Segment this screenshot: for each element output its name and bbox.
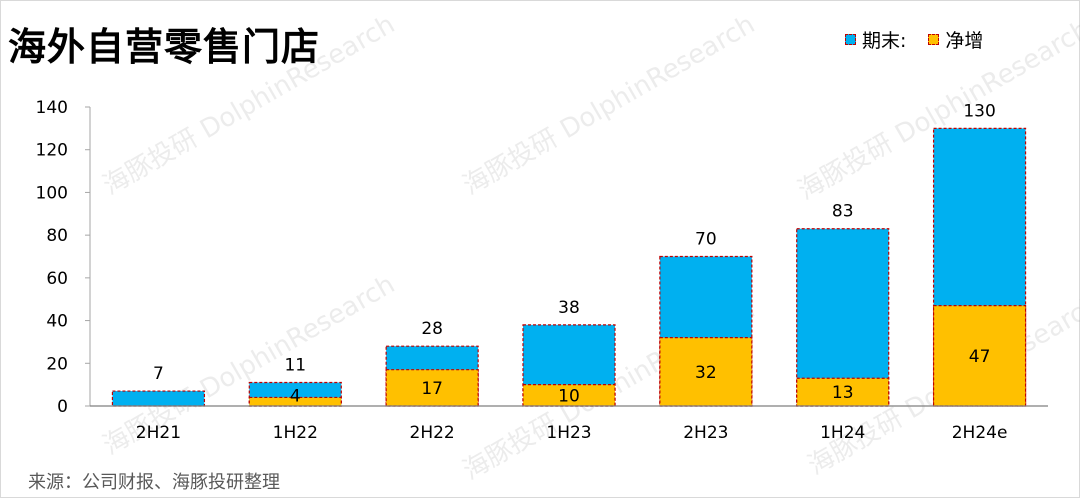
chart-title: 海外自营零售门店 — [8, 25, 321, 69]
data-label-net-add: 32 — [695, 363, 717, 383]
legend-item-net-add: 净增 — [928, 26, 983, 53]
y-tick-label: 60 — [46, 269, 68, 289]
data-label-total: 11 — [284, 356, 306, 376]
x-tick-label: 1H22 — [273, 423, 318, 443]
data-label-net-add: 10 — [558, 386, 580, 406]
y-tick-label: 120 — [36, 141, 68, 161]
legend: 期末: 净增 — [845, 26, 1005, 53]
x-tick-label: 2H23 — [683, 423, 728, 443]
y-tick-label: 0 — [57, 397, 68, 417]
legend-item-total: 期末: — [845, 26, 906, 53]
legend-label-total: 期末: — [862, 30, 907, 52]
y-tick-label: 80 — [46, 226, 68, 246]
y-tick-label: 40 — [46, 312, 68, 332]
y-tick-label: 140 — [36, 98, 68, 118]
data-label-net-add: 17 — [421, 379, 443, 399]
bar-total — [111, 390, 206, 407]
x-tick-label: 2H24e — [952, 423, 1008, 443]
data-label-total: 70 — [695, 230, 717, 250]
x-tick-label: 1H23 — [546, 423, 591, 443]
bar-net-add — [796, 377, 890, 407]
data-label-total: 130 — [963, 101, 995, 121]
source-note: 来源：公司财报、海豚投研整理 — [28, 472, 280, 493]
legend-label-net-add: 净增 — [945, 30, 984, 52]
bar-net-add — [932, 305, 1027, 407]
data-label-total: 7 — [153, 364, 164, 384]
y-tick-label: 20 — [46, 354, 68, 374]
data-label-net-add: 4 — [290, 386, 301, 406]
data-label-total: 38 — [558, 298, 580, 318]
y-tick-label: 100 — [36, 183, 68, 203]
legend-swatch-net-add — [928, 34, 940, 45]
data-label-total: 28 — [421, 319, 443, 339]
data-label-total: 83 — [832, 202, 854, 222]
data-label-net-add: 47 — [969, 347, 991, 367]
bar-net-add — [385, 369, 479, 407]
bar-net-add — [522, 384, 616, 407]
x-tick-label: 1H24 — [820, 423, 865, 443]
data-label-net-add: 13 — [832, 383, 854, 403]
x-tick-label: 2H21 — [136, 423, 181, 443]
bar-net-add — [659, 337, 753, 407]
x-tick-label: 2H22 — [410, 423, 455, 443]
legend-swatch-total — [845, 34, 856, 45]
